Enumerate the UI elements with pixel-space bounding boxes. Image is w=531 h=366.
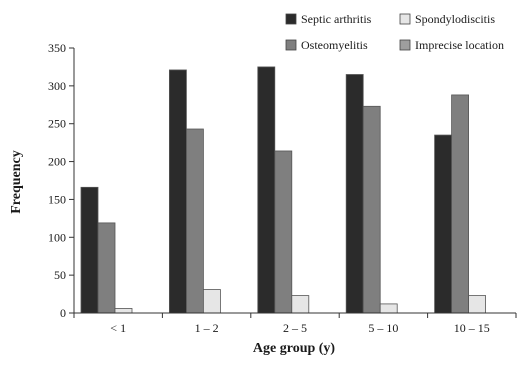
legend-swatch (285, 39, 297, 51)
bar-septic-arthritis (257, 66, 276, 314)
bar-osteomyelitis (185, 128, 204, 314)
axes: 0 50 100 150 200 250 300 350 < 1 1 – 2 2 – 5 5 – 10… (48, 41, 517, 335)
bar-septic-arthritis (168, 69, 187, 314)
x-tick-label: 2 – 5 (283, 321, 307, 335)
legend-label: Spondylodiscitis (415, 12, 495, 26)
bar-osteomyelitis (451, 94, 470, 314)
legend-label: Imprecise location (415, 38, 504, 52)
legend-label: Septic arthritis (301, 12, 372, 26)
legend-swatch (399, 39, 411, 51)
bar-osteomyelitis (97, 222, 116, 314)
bar-spondylodiscitis (291, 295, 310, 314)
legend-swatch (285, 13, 297, 25)
y-tick-label: 0 (60, 306, 66, 320)
y-tick-label: 300 (48, 79, 66, 93)
y-tick-label: 150 (48, 192, 66, 206)
x-tick-label: < 1 (110, 321, 126, 335)
bar-spondylodiscitis (114, 308, 133, 314)
bar-spondylodiscitis (379, 303, 398, 314)
bar-spondylodiscitis (468, 295, 487, 314)
y-tick-label: 50 (54, 268, 66, 282)
y-tick-label: 100 (48, 230, 66, 244)
x-tick-label: 1 – 2 (195, 321, 219, 335)
legend-label: Osteomyelitis (301, 38, 368, 52)
bar-septic-arthritis (345, 74, 364, 314)
legend-swatch (399, 13, 411, 25)
y-tick-label: 350 (48, 41, 66, 55)
y-axis-title: Frequency (9, 150, 24, 214)
bar-osteomyelitis (274, 150, 293, 314)
y-tick-label: 250 (48, 117, 66, 131)
bar-septic-arthritis (80, 186, 99, 314)
bar-spondylodiscitis (202, 289, 221, 314)
x-tick-label: 5 – 10 (368, 321, 398, 335)
y-tick-label: 200 (48, 155, 66, 169)
legend: Septic arthritis Osteomyelitis Spondylodis… (285, 12, 504, 52)
bar-septic-arthritis (434, 134, 453, 314)
bars (80, 66, 487, 314)
x-axis-title: Age group (y) (253, 341, 336, 356)
bar-osteomyelitis (362, 105, 381, 314)
x-tick-label: 10 – 15 (454, 321, 490, 335)
